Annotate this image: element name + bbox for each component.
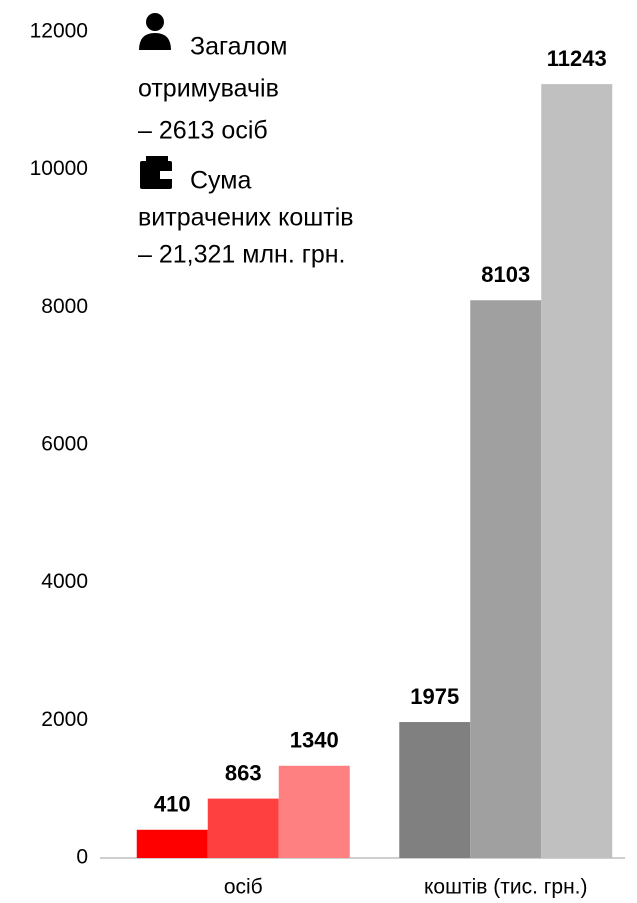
y-tick-label: 6000: [41, 433, 88, 456]
x-tick-label: коштів (тис. грн.): [424, 876, 588, 899]
bar: [207, 798, 279, 858]
annotation: Сума: [190, 167, 251, 195]
annotation: – 21,321 млн. грн.: [138, 241, 346, 269]
bar: [136, 829, 208, 858]
y-tick-label: 12000: [30, 20, 88, 43]
person-icon: [139, 13, 171, 50]
value-label: 8103: [481, 262, 530, 287]
x-tick-label: осіб: [224, 876, 263, 899]
value-label: 1340: [290, 728, 339, 753]
value-label: 863: [225, 760, 262, 785]
bar: [399, 722, 471, 858]
y-tick-label: 0: [76, 846, 88, 869]
value-label: 410: [154, 792, 191, 817]
y-tick-label: 2000: [41, 708, 88, 731]
annotation: витрачених коштів: [138, 204, 354, 232]
bar: [541, 84, 613, 859]
value-label: 1975: [410, 684, 459, 709]
bar: [278, 765, 350, 858]
y-tick-label: 10000: [30, 157, 88, 180]
y-tick-label: 8000: [41, 295, 88, 318]
annotation: Загалом: [190, 33, 287, 61]
annotation: – 2613 осіб: [138, 117, 268, 145]
y-tick-label: 4000: [41, 570, 88, 593]
bar: [470, 300, 542, 858]
wallet-icon: [140, 156, 172, 189]
annotation: отримувачів: [138, 75, 279, 103]
value-label: 11243: [547, 46, 607, 71]
